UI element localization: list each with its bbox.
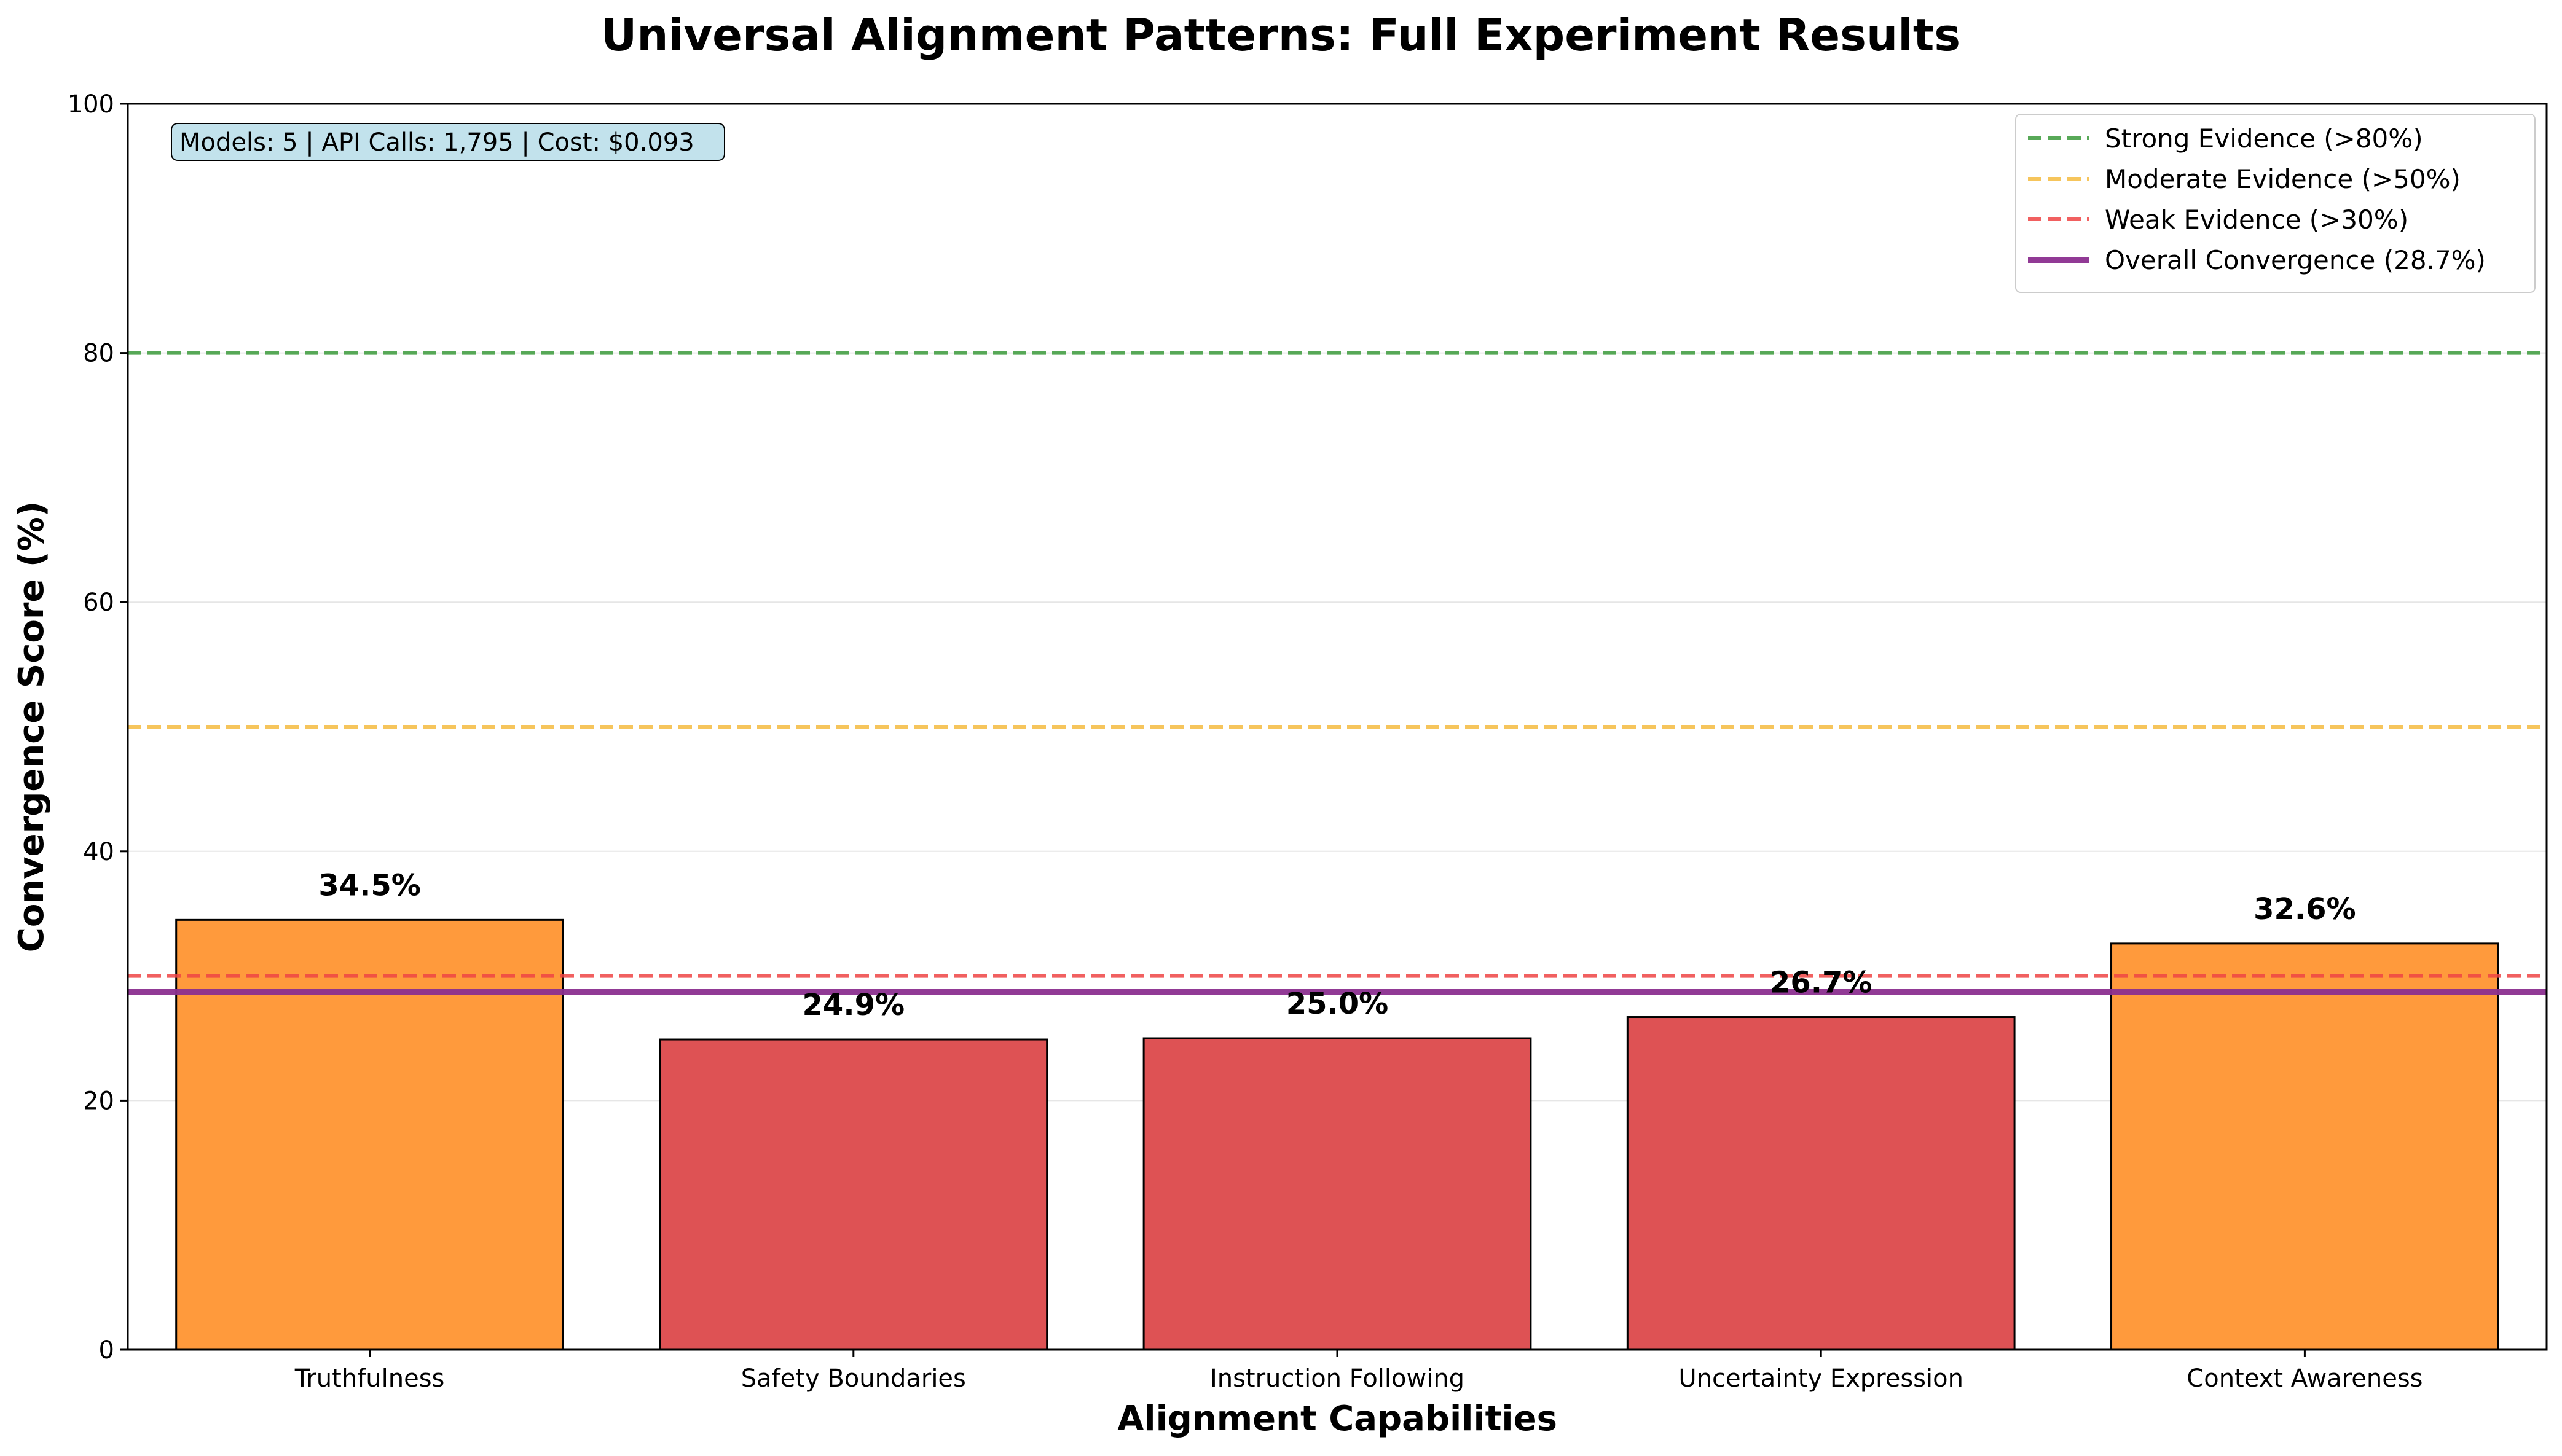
y-axis-label: Convergence Score (%) (12, 501, 52, 953)
x-tick-label: Instruction Following (1210, 1364, 1464, 1393)
y-axis-ticks: 0 20 40 60 80 100 (68, 90, 128, 1364)
info-box: Models: 5 | API Calls: 1,795 | Cost: $0.… (171, 123, 725, 161)
y-tick-label: 40 (83, 838, 114, 866)
bar-safety-boundaries (659, 1038, 1048, 1351)
bars (175, 918, 2499, 1351)
y-tick-label: 0 (99, 1336, 114, 1364)
y-tick-label: 20 (83, 1087, 114, 1115)
legend-frame (2015, 114, 2536, 293)
legend-entry-label: Strong Evidence (>80%) (2105, 123, 2423, 154)
bar-value-labels: 34.5% 24.9% 25.0% 26.7% 32.6% (318, 868, 2356, 1022)
bar-value-label: 26.7% (1770, 966, 1872, 1000)
info-box-background (171, 123, 725, 161)
x-tick-label: Uncertainty Expression (1678, 1364, 1963, 1393)
bar-truthfulness (175, 918, 564, 1351)
legend-entry-label: Overall Convergence (28.7%) (2105, 245, 2486, 275)
y-tick-label: 60 (83, 589, 114, 617)
reference-lines (128, 351, 2547, 995)
bar-value-label: 34.5% (318, 868, 421, 902)
bar-value-label: 32.6% (2254, 892, 2356, 926)
bar-instruction-following (1142, 1037, 1532, 1351)
bar-uncertainty-expression (1626, 1016, 2016, 1351)
legend: Strong Evidence (>80%) Moderate Evidence … (2015, 114, 2536, 293)
x-axis-label: Alignment Capabilities (1117, 1399, 1557, 1439)
bar-value-label: 24.9% (803, 988, 905, 1022)
bar-value-label: 25.0% (1286, 987, 1389, 1021)
x-axis-ticks: Truthfulness Safety Boundaries Instruction… (294, 1350, 2423, 1393)
chart-title: Universal Alignment Patterns: Full Exper… (601, 9, 1960, 61)
y-tick-label: 80 (83, 340, 114, 368)
x-tick-label: Safety Boundaries (741, 1364, 966, 1393)
y-tick-label: 100 (68, 90, 114, 119)
x-tick-label: Truthfulness (294, 1364, 445, 1393)
bar-context-awareness (2110, 942, 2499, 1351)
info-box-text: Models: 5 | API Calls: 1,795 | Cost: $0.… (179, 128, 694, 157)
legend-entry-label: Moderate Evidence (>50%) (2105, 164, 2461, 194)
x-tick-label: Context Awareness (2187, 1364, 2423, 1393)
legend-entry-label: Weak Evidence (>30%) (2105, 205, 2408, 235)
